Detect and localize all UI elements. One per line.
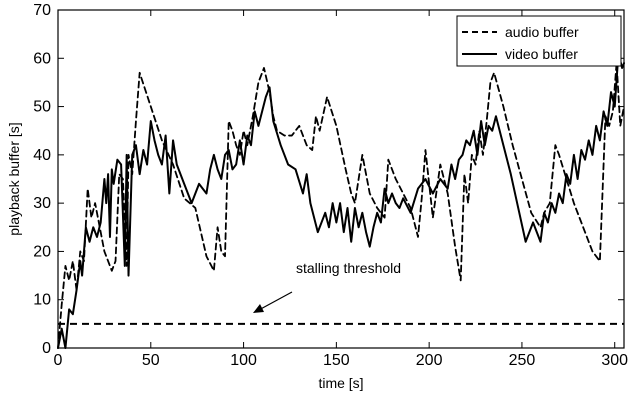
y-tick-label: 50: [33, 99, 51, 116]
y-axis-label: playback buffer [s]: [6, 122, 22, 235]
x-tick-label: 100: [230, 352, 257, 369]
legend-audio-buffer-label: audio buffer: [505, 24, 579, 40]
x-axis-label: time [s]: [318, 375, 363, 391]
stalling-threshold-arrow-shaft: [256, 291, 293, 312]
legend-box: [456, 15, 622, 67]
y-tick-label: 60: [33, 50, 51, 67]
x-tick-label: 50: [142, 352, 160, 369]
stalling-threshold-label: stalling threshold: [296, 260, 401, 276]
x-tick-label: 250: [509, 352, 536, 369]
x-tick-label: 300: [601, 352, 628, 369]
y-tick-label: 70: [33, 2, 51, 19]
y-tick-label: 0: [42, 340, 51, 357]
x-tick-label: 0: [54, 352, 63, 369]
y-tick-label: 30: [33, 195, 51, 212]
stalling-threshold-arrow-head: [253, 304, 264, 313]
plot-frame: [57, 9, 625, 349]
video-buffer-series-line: [57, 52, 625, 349]
x-tick-label: 200: [416, 352, 443, 369]
legend-video-buffer-label: video buffer: [505, 46, 578, 62]
y-tick-label: 40: [33, 147, 51, 164]
y-tick-label: 10: [33, 292, 51, 309]
x-tick-label: 150: [323, 352, 350, 369]
y-tick-label: 20: [33, 243, 51, 260]
